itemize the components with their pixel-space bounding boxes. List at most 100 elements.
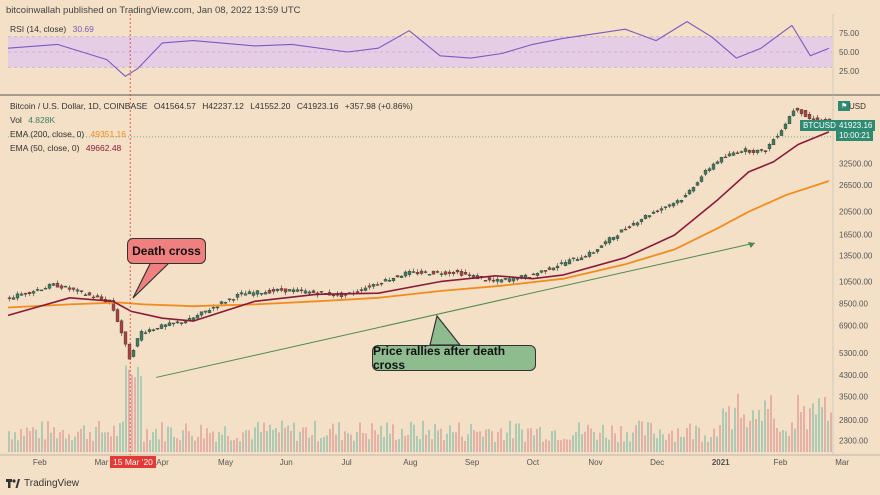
volume-bar [821, 407, 823, 452]
price-candle [739, 151, 744, 153]
volume-bar [545, 439, 547, 452]
volume-bar [167, 426, 169, 452]
volume-bar [353, 440, 355, 452]
price-candle [163, 324, 168, 327]
volume-bar [722, 408, 724, 452]
price-candle [727, 153, 732, 157]
volume-bar [464, 440, 466, 452]
price-candle [11, 297, 16, 300]
volume-bar [419, 439, 421, 452]
x-tick-label: Jun [280, 458, 293, 467]
price-candle [75, 289, 80, 292]
volume-bar [647, 422, 649, 452]
volume-bar [701, 441, 703, 452]
price-candle [179, 322, 184, 324]
volume-bar [725, 412, 727, 452]
price-candle [743, 148, 748, 152]
volume-bar [170, 427, 172, 452]
volume-bar [527, 428, 529, 452]
volume-bar [185, 423, 187, 452]
volume-bar [488, 429, 490, 452]
volume-bar [413, 424, 415, 452]
volume-bar [494, 441, 496, 452]
volume-bar [200, 424, 202, 452]
volume-bar [395, 440, 397, 452]
volume-bar [713, 428, 715, 452]
volume-bar [560, 440, 562, 452]
price-candle [411, 271, 416, 273]
volume-bar [542, 441, 544, 452]
volume-bar [89, 432, 91, 452]
price-candle [491, 279, 496, 282]
volume-bar [356, 431, 358, 452]
volume-bar [554, 430, 556, 452]
volume-bar [746, 427, 748, 452]
price-candle [667, 204, 672, 207]
price-candle [595, 249, 600, 252]
price-candle [463, 272, 468, 275]
price-candle [63, 285, 68, 288]
volume-bar [155, 429, 157, 452]
volume-bar [569, 439, 571, 452]
price-candle [119, 320, 124, 334]
price-candle [767, 144, 772, 149]
volume-bar [26, 427, 28, 452]
price-candle [87, 292, 92, 296]
volume-bar [59, 432, 61, 452]
volume-bar [311, 435, 313, 452]
price-legend[interactable]: Bitcoin / U.S. Dollar, 1D, COINBASE O415… [10, 101, 413, 111]
volume-bar [242, 432, 244, 452]
ema50-legend[interactable]: EMA (50, close, 0) 49662.48 [10, 143, 121, 153]
volume-bar [755, 419, 757, 452]
volume-bar [380, 425, 382, 452]
ema50-legend-value: 49662.48 [85, 143, 122, 153]
ohlc-high: H42237.12 [202, 101, 244, 111]
price-candle [43, 288, 48, 290]
volume-bar [785, 431, 787, 452]
volume-bar [107, 432, 109, 452]
volume-bar [485, 429, 487, 452]
price-candle [579, 257, 584, 261]
price-candle [143, 332, 148, 334]
volume-bar [665, 439, 667, 452]
volume-bar [80, 428, 82, 452]
volume-bar [119, 423, 121, 452]
volume-bar [125, 365, 127, 452]
price-candle [619, 229, 624, 233]
volume-bar [29, 431, 31, 452]
tradingview-logo[interactable]: TradingView [6, 478, 79, 489]
volume-bar [602, 424, 604, 452]
volume-bar [290, 430, 292, 452]
price-candle [707, 168, 712, 171]
countdown-tag: 10:00:21 [836, 130, 874, 141]
volume-bar [680, 436, 682, 452]
volume-bar [599, 432, 601, 452]
volume-legend[interactable]: Vol 4.828K [10, 115, 55, 125]
y-tick-label: 32500.00 [839, 160, 873, 169]
volume-bar [263, 422, 265, 452]
volume-bar [641, 421, 643, 452]
volume-bar [431, 439, 433, 452]
price-candle [535, 273, 540, 276]
volume-bar [188, 431, 190, 452]
price-candle [591, 252, 596, 254]
volume-bar [323, 436, 325, 452]
price-candle [231, 299, 236, 301]
currency-label[interactable]: USD [849, 102, 866, 111]
volume-bar [95, 427, 97, 452]
price-candle [55, 282, 60, 288]
price-candle [643, 215, 648, 219]
volume-bar [44, 439, 46, 452]
volume-bar [14, 432, 16, 452]
price-candle [275, 288, 280, 291]
publisher-header: bitcoinwallah published on TradingView.c… [6, 5, 301, 16]
price-candle [111, 300, 116, 311]
price-candle [415, 272, 420, 275]
rsi-legend[interactable]: RSI (14, close) 30.69 [10, 24, 94, 34]
y-tick-label: 4300.00 [839, 371, 868, 380]
volume-bar [683, 436, 685, 452]
ema200-legend[interactable]: EMA (200, close, 0) 49351.16 [10, 129, 126, 139]
y-tick-label: 2800.00 [839, 416, 868, 425]
volume-bar [317, 441, 319, 452]
